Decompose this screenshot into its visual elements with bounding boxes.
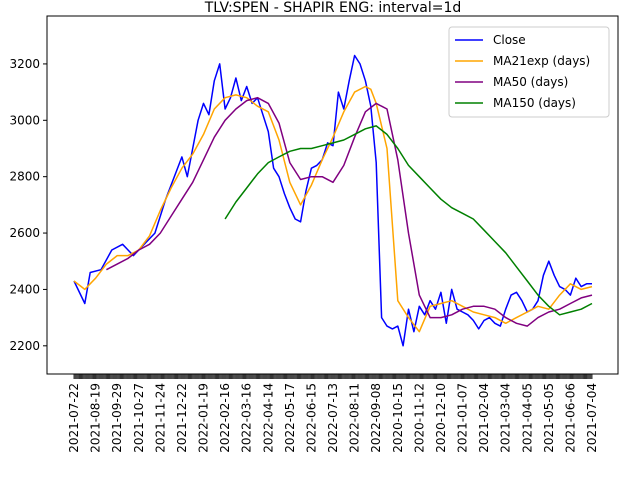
x-tick-label-21: 2021-04-05: [520, 383, 534, 453]
y-tick-label-0: 2200: [9, 339, 40, 353]
x-tick-label-17: 2020-12-10: [434, 383, 448, 453]
x-tick-label-1: 2021-08-19: [89, 383, 103, 453]
plot-frame: [46, 15, 619, 375]
y-tick-label-1: 2400: [9, 282, 40, 296]
series-line-2: [106, 96, 593, 327]
x-tick-label-20: 2021-03-04: [499, 383, 513, 453]
x-tick-label-0: 2021-07-22: [67, 383, 81, 453]
series-line-1: [73, 85, 593, 333]
x-tick-label-10: 2022-05-17: [283, 383, 297, 453]
x-tick-label-7: 2022-02-16: [218, 383, 232, 453]
x-tick-label-2: 2021-09-29: [110, 383, 124, 453]
series-line-3: [224, 125, 593, 316]
y-tick-label-5: 3200: [9, 57, 40, 71]
x-tick-label-12: 2022-07-13: [326, 383, 340, 453]
legend-label-1: MA21exp (days): [493, 54, 590, 68]
x-tick-label-14: 2022-09-08: [369, 383, 383, 453]
legend-label-0: Close: [493, 33, 526, 47]
axes-layer: 2200 2400 2600 2800 3000 3200 2021-07-22 2021-0…: [9, 15, 619, 453]
x-tick-label-6: 2022-01-19: [197, 383, 211, 453]
legend-label-3: MA150 (days): [493, 96, 576, 110]
x-tick-label-8: 2022-03-16: [240, 383, 254, 453]
x-tick-label-5: 2021-12-22: [175, 383, 189, 453]
x-tick-label-4: 2021-11-24: [153, 383, 167, 453]
x-tick-label-18: 2021-01-07: [456, 383, 470, 453]
series-line-0: [73, 54, 592, 347]
x-tick-label-13: 2022-08-11: [348, 383, 362, 453]
x-tick-label-19: 2021-02-04: [477, 383, 491, 453]
legend-label-2: MA50 (days): [493, 75, 568, 89]
x-tick-label-24: 2021-07-04: [585, 383, 599, 453]
x-tick-label-16: 2020-11-12: [412, 383, 426, 453]
legend: Close MA21exp (days) MA50 (days) MA150 (day…: [448, 26, 610, 118]
y-tick-label-4: 3000: [9, 113, 40, 127]
x-tick-label-23: 2021-06-06: [563, 383, 577, 453]
x-tick-label-3: 2021-10-27: [132, 383, 146, 453]
x-tick-label-22: 2021-05-05: [542, 383, 556, 453]
x-tick-label-9: 2022-04-14: [261, 383, 275, 453]
legend-frame: [448, 26, 610, 118]
y-tick-label-2: 2600: [9, 226, 40, 240]
x-tick-label-11: 2022-06-15: [304, 383, 318, 453]
chart-title: TLV:SPEN - SHAPIR ENG: interval=1d: [204, 0, 462, 16]
y-tick-label-3: 2800: [9, 170, 40, 184]
x-tick-label-15: 2020-10-15: [391, 383, 405, 453]
series-layer: [73, 54, 593, 347]
